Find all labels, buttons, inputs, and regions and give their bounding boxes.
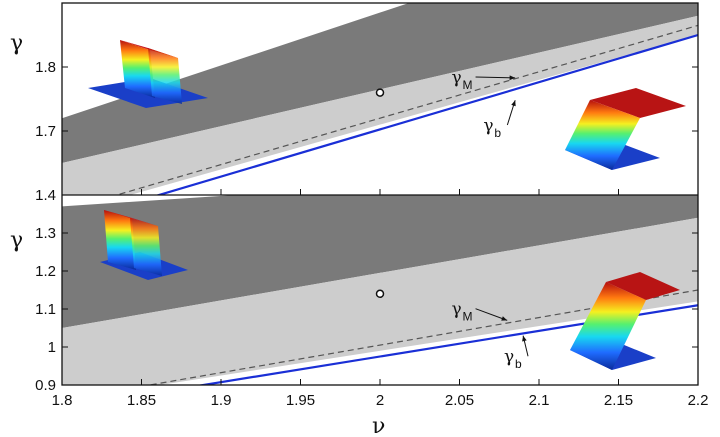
- top-gamma-m-line: [114, 24, 698, 195]
- bottom-panel: [62, 195, 698, 385]
- bot-y-tick-label: 1.3: [35, 225, 56, 242]
- bot-y-tick-label: 1.2: [35, 263, 56, 280]
- x-tick-label: 1.9: [211, 392, 232, 409]
- top-label-sub-b: b: [494, 126, 501, 140]
- top-arrow-m: [475, 76, 516, 79]
- inset-top-peak: [88, 40, 208, 108]
- bot-label-gamma-b: γ: [504, 347, 514, 367]
- x-axis: 1.8 1.85 1.9 1.95 2 2.05 2.1 2.15 2.2: [52, 189, 709, 409]
- bot-y-tick-label: 1.1: [35, 301, 56, 318]
- top-label-gamma-m: γ: [452, 68, 462, 88]
- top-arrowhead-m: [509, 75, 516, 81]
- bottom-y-axis: 0.9 1 1.1 1.2 1.3: [35, 225, 698, 394]
- top-y-axis-label: γ: [10, 31, 23, 56]
- x-tick-label: 1.85: [127, 392, 156, 409]
- inset-bottom-peak: [100, 210, 188, 280]
- bot-label-gamma-m: γ: [452, 300, 462, 320]
- bottom-y-axis-label: γ: [10, 228, 23, 253]
- bot-arrowhead-m: [501, 316, 508, 321]
- top-marker-point: [375, 88, 385, 97]
- x-tick-label: 2.05: [445, 392, 474, 409]
- top-y-tick-label: 1.4: [35, 187, 56, 204]
- top-label-gamma-b: γ: [483, 116, 493, 136]
- top-panel: [62, 3, 698, 195]
- bot-y-tick-label: 1: [48, 339, 56, 356]
- bottom-light-region: [62, 217, 698, 385]
- top-y-tick-label: 1.7: [35, 123, 56, 140]
- x-axis-label: ν: [372, 414, 385, 437]
- bot-label-sub-b: b: [515, 357, 522, 371]
- top-arrowhead-b: [511, 100, 516, 107]
- bot-arrow-m: [475, 308, 508, 321]
- top-light-region: [62, 15, 698, 195]
- top-y-tick-label: 1.8: [35, 59, 56, 76]
- annotations: γ Mγ bγ Mγ b: [452, 68, 529, 371]
- top-gamma-b-line: [155, 33, 698, 195]
- inset-top-step: [565, 88, 686, 170]
- x-tick-label: 2.2: [688, 392, 709, 409]
- bot-y-tick-label: 0.9: [35, 377, 56, 394]
- x-tick-label: 2: [376, 392, 384, 409]
- x-tick-label: 1.95: [286, 392, 315, 409]
- x-tick-label: 1.8: [52, 392, 73, 409]
- bot-label-sub-m: M: [463, 310, 473, 324]
- x-tick-label: 2.1: [529, 392, 550, 409]
- bot-arrowhead-b: [522, 335, 527, 342]
- inset-bottom-step: [570, 272, 680, 370]
- x-tick-label: 2.15: [604, 392, 633, 409]
- bottom-gamma-m-line: [146, 289, 698, 385]
- bottom-dark-region: [62, 195, 698, 328]
- top-label-sub-m: M: [463, 78, 473, 92]
- bottom-marker-point: [375, 289, 385, 299]
- top-y-axis: 1.4 1.7 1.8: [35, 59, 698, 204]
- top-dark-region: [62, 3, 698, 163]
